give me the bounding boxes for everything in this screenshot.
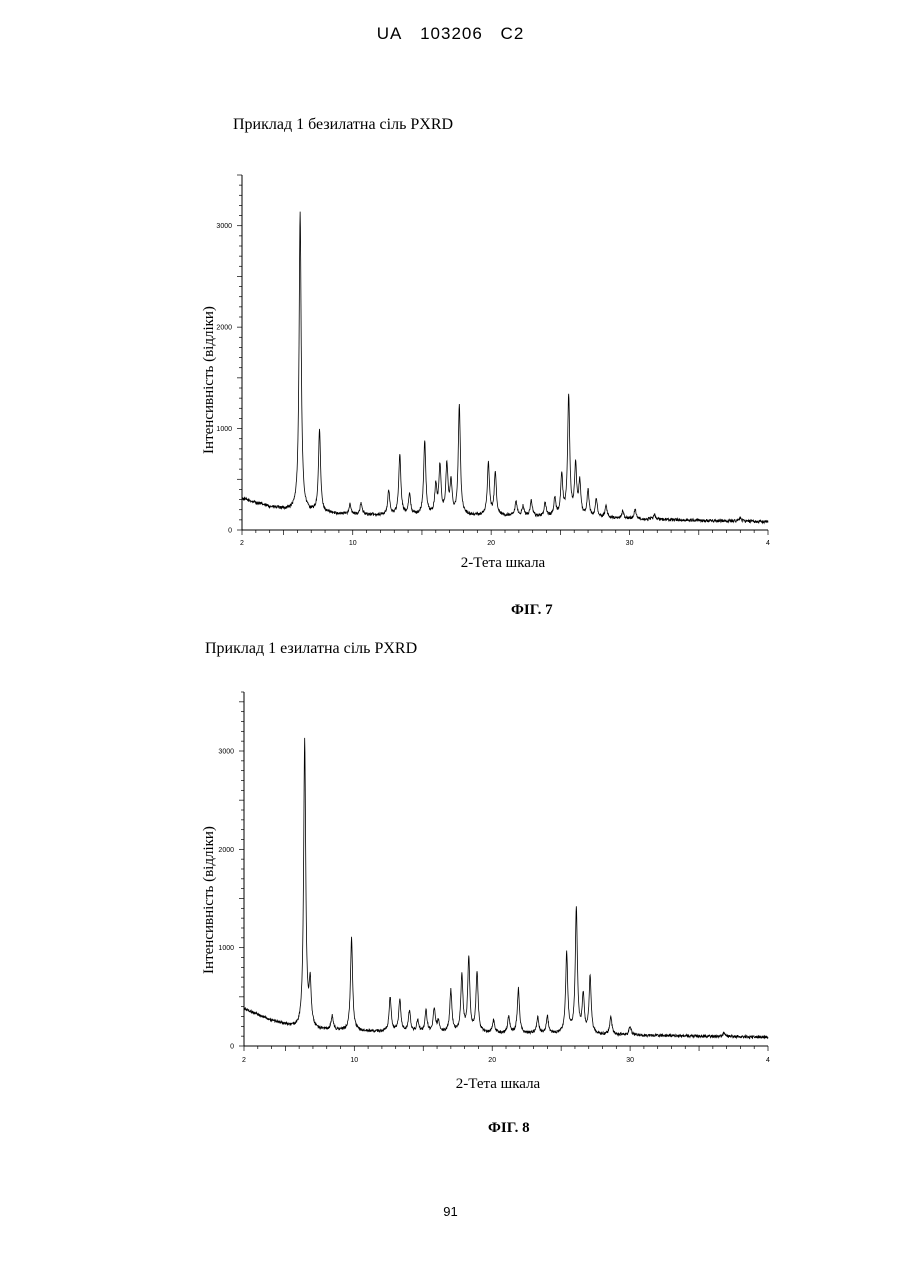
x-tick-label: 4 — [766, 1057, 770, 1064]
x-tick-label: 10 — [350, 1057, 358, 1064]
y-tick-label: 1000 — [218, 945, 234, 952]
page-number: 91 — [0, 1204, 901, 1219]
y-tick-label: 3000 — [218, 749, 234, 756]
figure-8-caption: ФІГ. 8 — [488, 1120, 530, 1137]
x-tick-label: 20 — [488, 1057, 496, 1064]
figure-8-ylabel: Інтенсивність (відліки) — [201, 826, 217, 974]
diffractogram-line — [244, 738, 768, 1039]
figure-8-chart: Інтенсивність (відліки) 2-Тета шкала 0 10… — [0, 0, 901, 1100]
x-tick-label: 30 — [626, 1057, 634, 1064]
y-tick-label: 2000 — [218, 847, 234, 854]
figure-8-xlabel: 2-Тета шкала — [456, 1076, 541, 1092]
x-tick-label: 2 — [242, 1057, 246, 1064]
y-tick-label: 0 — [230, 1044, 234, 1051]
